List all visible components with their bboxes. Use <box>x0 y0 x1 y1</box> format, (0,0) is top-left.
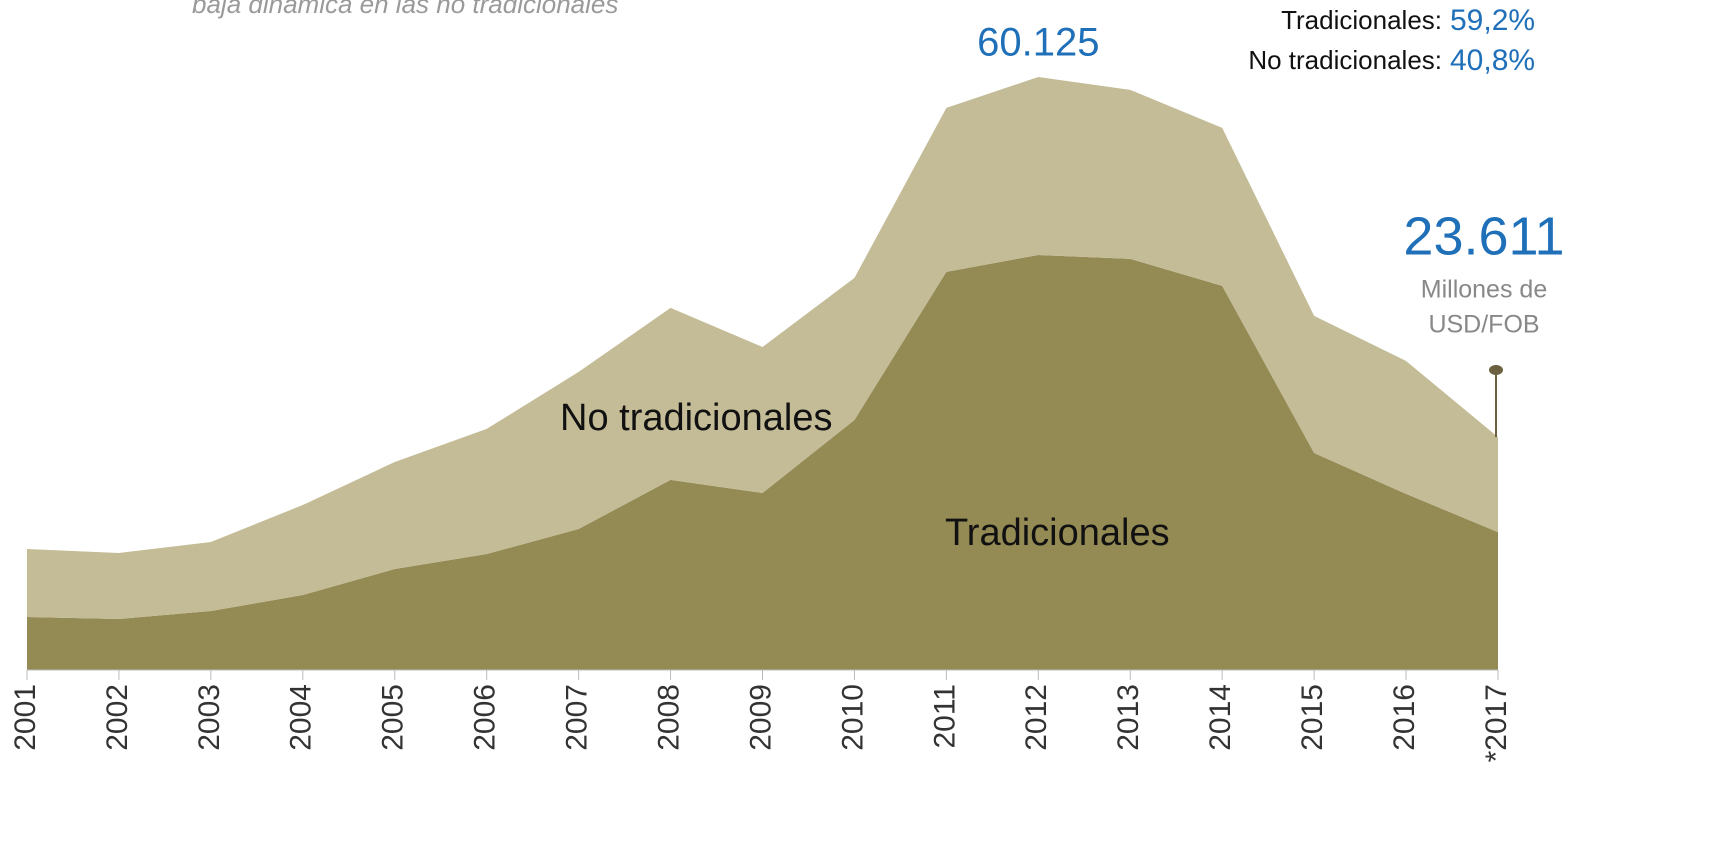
x-tick-label: 2009 <box>744 684 777 751</box>
x-tick-label: *2017 <box>1480 684 1513 762</box>
subtitle: baja dinámica en las no tradicionales <box>192 0 618 19</box>
series-label: Tradicionales <box>945 512 1170 554</box>
pin-head <box>1489 365 1503 375</box>
area <box>27 76 1498 620</box>
share-label: Tradicionales: <box>1281 5 1442 35</box>
x-tick-label: 2003 <box>193 684 226 751</box>
x-tick-label: 2006 <box>469 684 502 751</box>
x-tick-label: 2001 <box>9 684 42 751</box>
x-tick-label: 2005 <box>377 684 410 751</box>
x-tick-label: 2007 <box>561 684 594 751</box>
x-tick-label: 2008 <box>652 684 685 751</box>
unit-note: Millones de <box>1421 276 1547 304</box>
x-tick-label: 2015 <box>1296 684 1329 751</box>
x-tick-label: 2013 <box>1112 684 1145 751</box>
share-value: 40,8% <box>1450 44 1535 77</box>
area <box>27 254 1498 671</box>
x-tick-label: 2014 <box>1204 684 1237 751</box>
x-tick-label: 2002 <box>101 684 134 751</box>
x-tick-label: 2011 <box>928 684 961 749</box>
x-tick-label: 2012 <box>1020 684 1053 751</box>
share-value: 59,2% <box>1450 4 1535 37</box>
x-tick-label: 2010 <box>836 684 869 751</box>
x-tick-label: 2016 <box>1388 684 1421 751</box>
series-label: No tradicionales <box>560 397 832 439</box>
peak-label: 60.125 <box>977 21 1099 65</box>
unit-note: USD/FOB <box>1428 311 1539 339</box>
x-tick-label: 2004 <box>285 684 318 751</box>
share-label: No tradicionales: <box>1248 45 1442 75</box>
last-label: 23.611 <box>1403 206 1564 266</box>
